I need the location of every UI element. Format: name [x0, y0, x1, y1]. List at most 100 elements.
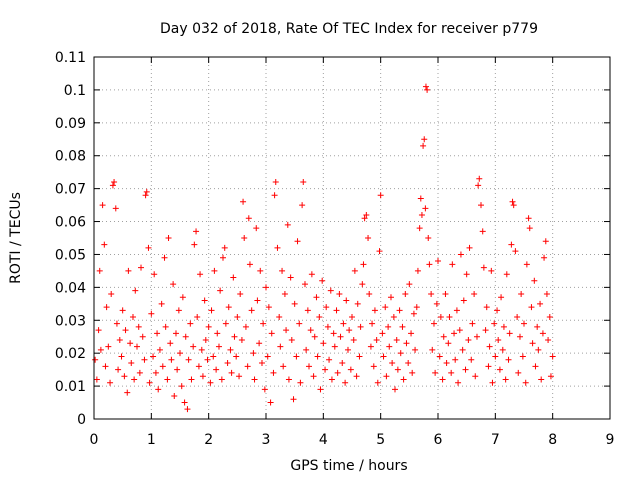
data-point: [480, 264, 487, 271]
x-axis-label: GPS time / hours: [290, 458, 407, 474]
data-point: [359, 281, 366, 288]
data-point: [494, 307, 501, 314]
data-point: [279, 267, 286, 274]
data-point: [506, 330, 513, 337]
data-points: [92, 83, 556, 413]
data-point: [210, 353, 217, 360]
data-point: [228, 369, 235, 376]
data-point: [299, 202, 306, 209]
data-point: [435, 258, 441, 265]
data-point: [234, 313, 241, 320]
data-point: [353, 373, 360, 380]
data-point: [519, 353, 526, 360]
data-point: [390, 313, 397, 320]
data-point: [185, 356, 192, 363]
data-point: [478, 202, 484, 209]
data-point: [433, 300, 440, 307]
data-point: [546, 313, 553, 320]
data-point: [280, 363, 287, 370]
data-point: [102, 363, 109, 370]
data-point: [457, 251, 464, 258]
data-point: [195, 363, 202, 370]
data-point: [495, 337, 502, 344]
data-point: [124, 389, 131, 396]
data-point: [268, 330, 275, 337]
data-point: [139, 333, 146, 340]
data-point: [324, 323, 331, 330]
x-tick-label: 2: [204, 432, 213, 448]
data-point: [95, 327, 102, 334]
data-point: [347, 366, 354, 373]
data-point: [547, 373, 554, 380]
data-point: [416, 225, 423, 232]
data-point: [171, 392, 178, 399]
data-point: [509, 198, 516, 205]
data-point: [405, 360, 412, 367]
data-point: [307, 327, 314, 334]
x-tick-labels: 0 1 2 3 4 5 6 7 8 9: [90, 432, 615, 448]
data-point: [446, 313, 453, 320]
data-point: [500, 323, 507, 330]
data-point: [310, 373, 317, 380]
data-point: [225, 304, 232, 311]
data-point: [462, 366, 469, 373]
data-point: [105, 343, 112, 350]
data-point: [432, 369, 439, 376]
y-tick-label: 0.08: [55, 149, 86, 165]
data-point: [291, 300, 298, 307]
data-point: [541, 254, 548, 261]
y-tick-label: 0.05: [55, 247, 86, 263]
data-point: [274, 244, 281, 251]
data-point: [522, 379, 529, 386]
y-tick-label: 0.07: [55, 182, 86, 198]
data-point: [365, 235, 372, 241]
data-point: [421, 136, 428, 143]
data-point: [376, 248, 383, 255]
data-point: [443, 360, 450, 367]
data-point: [161, 254, 168, 261]
data-point: [412, 346, 419, 353]
data-point: [486, 343, 493, 350]
x-tick-label: 7: [491, 432, 500, 448]
data-point: [222, 320, 229, 327]
data-point: [300, 179, 307, 186]
data-point: [516, 333, 523, 340]
data-point: [374, 379, 381, 386]
data-point: [240, 198, 247, 205]
data-point: [515, 369, 522, 376]
data-point: [258, 360, 265, 367]
data-point: [272, 179, 279, 186]
data-point: [107, 379, 114, 386]
data-point: [469, 320, 476, 327]
data-point: [479, 228, 486, 235]
data-point: [162, 323, 169, 330]
data-point: [392, 386, 398, 393]
data-point: [138, 264, 145, 271]
data-point: [426, 261, 433, 268]
data-point: [476, 175, 483, 182]
data-point: [112, 205, 119, 212]
data-point: [452, 356, 459, 363]
data-point: [545, 337, 552, 344]
data-point: [284, 221, 291, 228]
data-point: [543, 290, 550, 297]
data-point: [409, 369, 416, 376]
data-point: [103, 304, 110, 311]
data-point: [241, 235, 248, 241]
data-point: [331, 343, 338, 350]
data-point: [420, 142, 427, 149]
data-point: [498, 294, 505, 301]
data-point: [436, 353, 443, 360]
data-point: [265, 304, 272, 311]
data-point: [514, 313, 521, 320]
data-point: [549, 353, 556, 360]
data-point: [363, 211, 370, 218]
data-point: [408, 330, 415, 337]
data-point: [178, 383, 185, 390]
data-point: [535, 346, 542, 353]
data-point: [346, 327, 353, 334]
data-point: [442, 290, 449, 297]
data-point: [537, 300, 544, 307]
data-point: [287, 274, 294, 281]
data-point: [377, 192, 384, 199]
